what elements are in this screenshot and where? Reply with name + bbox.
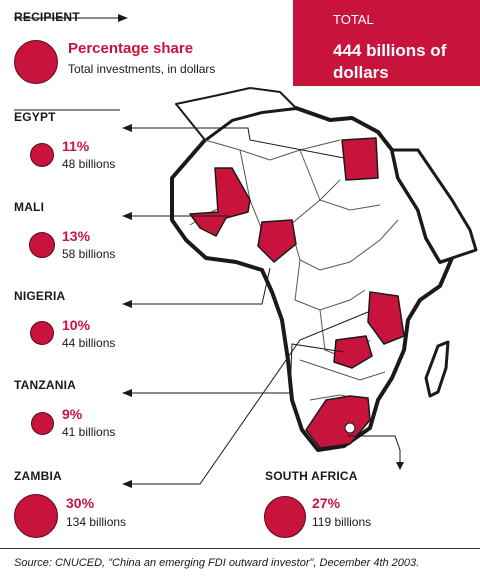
south-africa-amount: 119 billions	[312, 515, 372, 529]
south-africa-circle	[264, 496, 306, 538]
tanzania-share: 9%	[62, 406, 83, 422]
tanzania-label: TANZANIA	[14, 378, 77, 392]
nigeria-label: NIGERIA	[14, 289, 66, 303]
leader-lines	[130, 127, 401, 485]
south-africa-label: SOUTH AFRICA	[265, 469, 358, 483]
leader-arrows	[118, 14, 404, 488]
legend-circle	[14, 40, 58, 84]
mali-shape	[189, 167, 251, 237]
zambia-label: ZAMBIA	[14, 469, 62, 483]
south-africa-share: 27%	[312, 495, 341, 511]
arabia-outline	[390, 148, 478, 264]
egypt-shape	[341, 137, 379, 181]
nigeria-circle	[30, 321, 54, 345]
total-value: 444 billions of dollars	[333, 41, 447, 82]
total-box: TOTAL 444 billions of dollars	[293, 0, 480, 86]
mali-amount: 58 billions	[62, 247, 116, 261]
egypt-circle	[30, 143, 54, 167]
footer-rule	[0, 548, 480, 549]
zambia-amount: 134 billions	[66, 515, 127, 529]
mali-share: 13%	[62, 228, 91, 244]
madagascar-outline	[424, 340, 450, 398]
tanzania-shape	[367, 291, 405, 345]
tanzania-amount: 41 billions	[62, 425, 116, 439]
total-label: TOTAL	[333, 12, 374, 27]
egypt-label: EGYPT	[14, 110, 56, 124]
legend-title: Percentage share	[68, 40, 194, 57]
south-africa-shape	[305, 395, 371, 449]
nigeria-amount: 44 billions	[62, 336, 116, 350]
egypt-amount: 48 billions	[62, 157, 116, 171]
mali-circle	[29, 232, 55, 258]
highlighted-countries	[189, 137, 405, 449]
zambia-circle	[14, 494, 58, 538]
tanzania-circle	[31, 412, 54, 435]
legend-header: RECIPIENT	[14, 10, 80, 24]
legend-subtitle: Total investments, in dollars	[68, 62, 216, 76]
nigeria-shape	[257, 219, 297, 263]
zambia-share: 30%	[66, 495, 95, 511]
source-note: Source: CNUCED, "China an emerging FDI o…	[14, 557, 420, 569]
zambia-shape	[333, 335, 373, 369]
europe-outline	[175, 87, 297, 141]
mali-label: MALI	[14, 200, 45, 214]
nigeria-share: 10%	[62, 317, 91, 333]
egypt-share: 11%	[62, 138, 90, 154]
lesotho-shape	[344, 422, 356, 434]
